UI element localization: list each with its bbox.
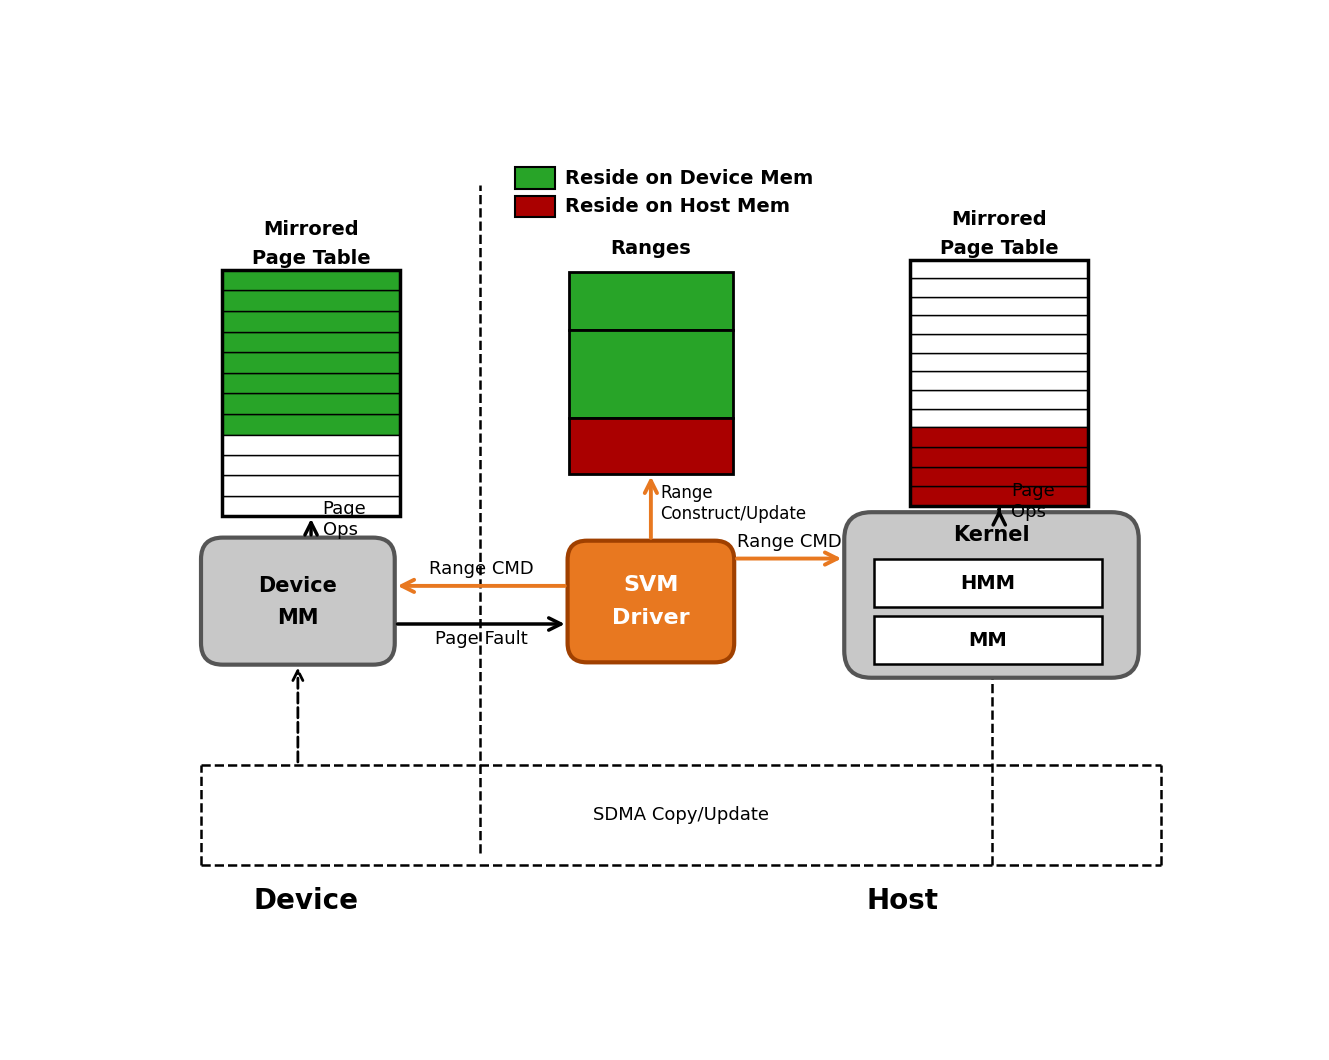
Bar [910,260,1088,506]
Bar [910,334,1088,353]
Text: MM: MM [278,608,319,629]
Text: SVM: SVM [623,575,679,595]
Bar [222,435,400,455]
Text: Ranges: Ranges [610,240,691,258]
Bar [910,466,1088,487]
Bar [910,297,1088,316]
Bar [910,487,1088,506]
Text: MM: MM [969,631,1007,650]
Bar [514,167,556,189]
Bar [222,414,400,435]
Bar [222,290,400,311]
Bar [222,496,400,516]
Text: Range
Construct/Update: Range Construct/Update [661,484,807,523]
Bar [222,455,400,475]
Text: Reside on Host Mem: Reside on Host Mem [565,197,791,216]
Text: Mirrored: Mirrored [263,220,359,240]
Bar [222,269,400,516]
Text: Page Table: Page Table [251,249,371,267]
Text: HMM: HMM [961,573,1015,593]
FancyBboxPatch shape [844,512,1139,677]
Bar [222,332,400,352]
Bar [569,419,732,474]
Text: Reside on Device Mem: Reside on Device Mem [565,169,813,188]
Bar [569,330,732,419]
Bar [910,408,1088,427]
Bar [873,616,1102,664]
Bar [910,447,1088,466]
Bar [222,373,400,393]
Bar [910,279,1088,297]
Text: Host: Host [867,887,938,915]
FancyBboxPatch shape [201,537,395,665]
Bar [910,260,1088,279]
Bar [569,272,732,330]
Text: Kernel: Kernel [953,526,1030,545]
Bar [222,393,400,414]
Bar [910,316,1088,334]
Bar [222,269,400,290]
Bar [910,353,1088,371]
Bar [910,371,1088,390]
Text: Device: Device [253,887,358,915]
Bar [222,311,400,332]
FancyBboxPatch shape [567,541,734,662]
Bar [910,390,1088,408]
Bar [514,196,556,217]
Bar [222,352,400,373]
Text: Page
Ops: Page Ops [323,499,367,538]
Text: Range CMD: Range CMD [736,533,841,551]
Text: Range CMD: Range CMD [429,560,533,578]
Text: SDMA Copy/Update: SDMA Copy/Update [593,806,769,824]
Text: Mirrored: Mirrored [952,210,1047,229]
Text: Driver: Driver [613,608,690,629]
Text: Page Fault: Page Fault [435,630,528,648]
Text: Page Table: Page Table [940,238,1059,258]
Bar [222,475,400,496]
Text: Page
Ops: Page Ops [1011,482,1055,520]
Bar [873,560,1102,607]
Bar [910,427,1088,447]
Text: Device: Device [258,576,338,596]
